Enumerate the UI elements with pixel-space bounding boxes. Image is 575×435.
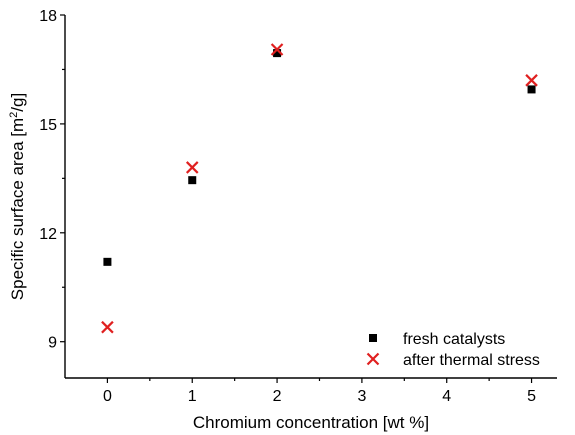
- data-point-after-thermal-stress-stroke-b: [270, 43, 284, 56]
- legend-marker-after-thermal-stress: [366, 352, 380, 366]
- data-point-after-thermal-stress-stroke-b: [101, 320, 114, 334]
- y-axis-title-superscript: 2: [8, 112, 20, 118]
- data-point-fresh-catalysts: [188, 176, 197, 185]
- y-axis-title-main: Specific surface area [m: [8, 118, 27, 300]
- x-tick-label: 0: [103, 388, 112, 405]
- y-axis-title-end: /g]: [8, 93, 27, 112]
- y-tick-label: 12: [39, 226, 57, 243]
- y-tick-label: 9: [48, 335, 57, 352]
- data-point-after-thermal-stress: [101, 320, 114, 334]
- data-point-fresh-catalysts: [273, 49, 282, 58]
- legend-label-after-thermal-stress: after thermal stress: [403, 352, 540, 369]
- data-points: [101, 43, 538, 334]
- data-point-fresh-catalysts: [527, 85, 536, 94]
- y-tick-label: 18: [39, 8, 57, 25]
- legend-x-marker-stroke-b: [366, 352, 380, 366]
- data-point-fresh-catalysts: [103, 257, 112, 266]
- data-point-after-thermal-stress: [525, 74, 538, 87]
- legend: fresh catalysts after thermal stress: [366, 331, 540, 369]
- data-point-after-thermal-stress: [270, 43, 284, 56]
- x-tick-label: 2: [273, 388, 282, 405]
- y-axis-title: Specific surface area [m2/g]: [8, 93, 27, 300]
- x-tick-label: 5: [527, 388, 536, 405]
- data-point-after-thermal-stress: [185, 161, 199, 174]
- data-point-after-thermal-stress-stroke-b: [185, 161, 199, 174]
- y-tick-label: 15: [39, 117, 57, 134]
- x-tick-label: 3: [357, 388, 366, 405]
- x-tick-label: 1: [188, 388, 197, 405]
- data-point-after-thermal-stress-stroke-b: [525, 74, 538, 87]
- legend-marker-fresh-catalysts: [369, 334, 377, 342]
- x-axis-title: Chromium concentration [wt %]: [193, 413, 429, 432]
- legend-x-marker: [366, 352, 380, 366]
- legend-label-fresh-catalysts: fresh catalysts: [403, 331, 505, 348]
- x-tick-label: 4: [442, 388, 451, 405]
